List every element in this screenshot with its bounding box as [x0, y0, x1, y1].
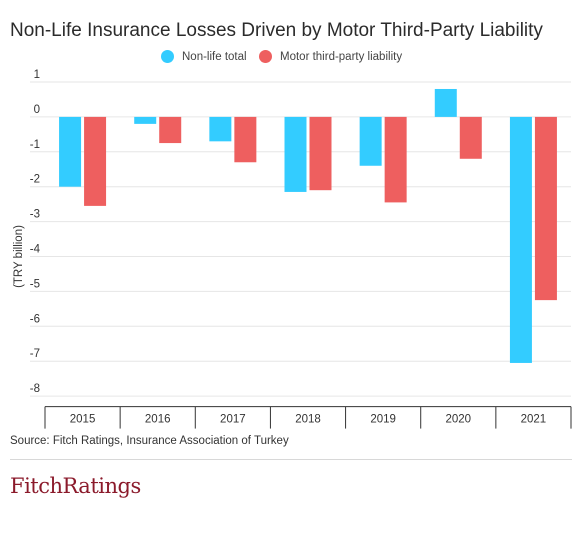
y-axis-label: (TRY billion)	[13, 225, 25, 288]
bar-chart: 1 0 -1 -2 -3 -4 -5 -6 -7 -8 (TRY billion) 2015 2016 2…	[13, 69, 572, 429]
x-tick-label: 2019	[370, 414, 396, 426]
x-tick-label: 2021	[521, 414, 547, 426]
source-note: Source: Fitch Ratings, Insurance Associa…	[10, 435, 289, 447]
fitch-ratings-logo: FitchRatings	[10, 474, 141, 498]
y-tick-label: -2	[30, 174, 40, 186]
bar-motor-tpl	[234, 116, 257, 163]
legend-item-non-life-total: Non-life total	[161, 50, 247, 63]
x-tick-label: 2015	[70, 414, 96, 426]
legend: Non-life total Motor third-party liabili…	[0, 50, 580, 68]
legend-swatch-non-life-total	[161, 50, 174, 63]
bar-non-life-total	[59, 116, 82, 187]
bar-non-life-total	[434, 88, 457, 117]
y-tick-label: -7	[30, 348, 40, 360]
bar-motor-tpl	[309, 116, 332, 191]
bar-non-life-total	[359, 116, 382, 166]
bar-non-life-total	[509, 116, 532, 363]
bar-motor-tpl	[84, 116, 107, 206]
legend-label-non-life-total: Non-life total	[182, 50, 247, 63]
bar-motor-tpl	[534, 116, 557, 301]
y-tick-label: 1	[34, 69, 40, 81]
bar-non-life-total	[284, 116, 307, 192]
bar-motor-tpl	[384, 116, 407, 203]
legend-swatch-motor-tpl	[259, 50, 272, 63]
y-tick-label: -1	[30, 139, 40, 151]
y-tick-label: 0	[34, 104, 40, 116]
bar-non-life-total	[134, 116, 157, 124]
bar-motor-tpl	[459, 116, 482, 159]
divider	[10, 459, 572, 460]
bar-non-life-total	[209, 116, 232, 142]
chart-title: Non-Life Insurance Losses Driven by Moto…	[10, 20, 543, 41]
y-tick-label: -5	[30, 278, 40, 290]
y-tick-label: -8	[30, 383, 40, 395]
legend-item-motor-tpl: Motor third-party liability	[259, 50, 402, 63]
bar-motor-tpl	[159, 116, 182, 144]
y-tick-label: -3	[30, 209, 40, 221]
y-tick-label: -6	[30, 313, 40, 325]
x-tick-label: 2018	[295, 414, 321, 426]
x-tick-label: 2017	[220, 414, 246, 426]
x-tick-label: 2020	[445, 414, 471, 426]
y-tick-label: -4	[30, 244, 41, 256]
x-tick-label: 2016	[145, 414, 171, 426]
legend-label-motor-tpl: Motor third-party liability	[280, 50, 403, 63]
